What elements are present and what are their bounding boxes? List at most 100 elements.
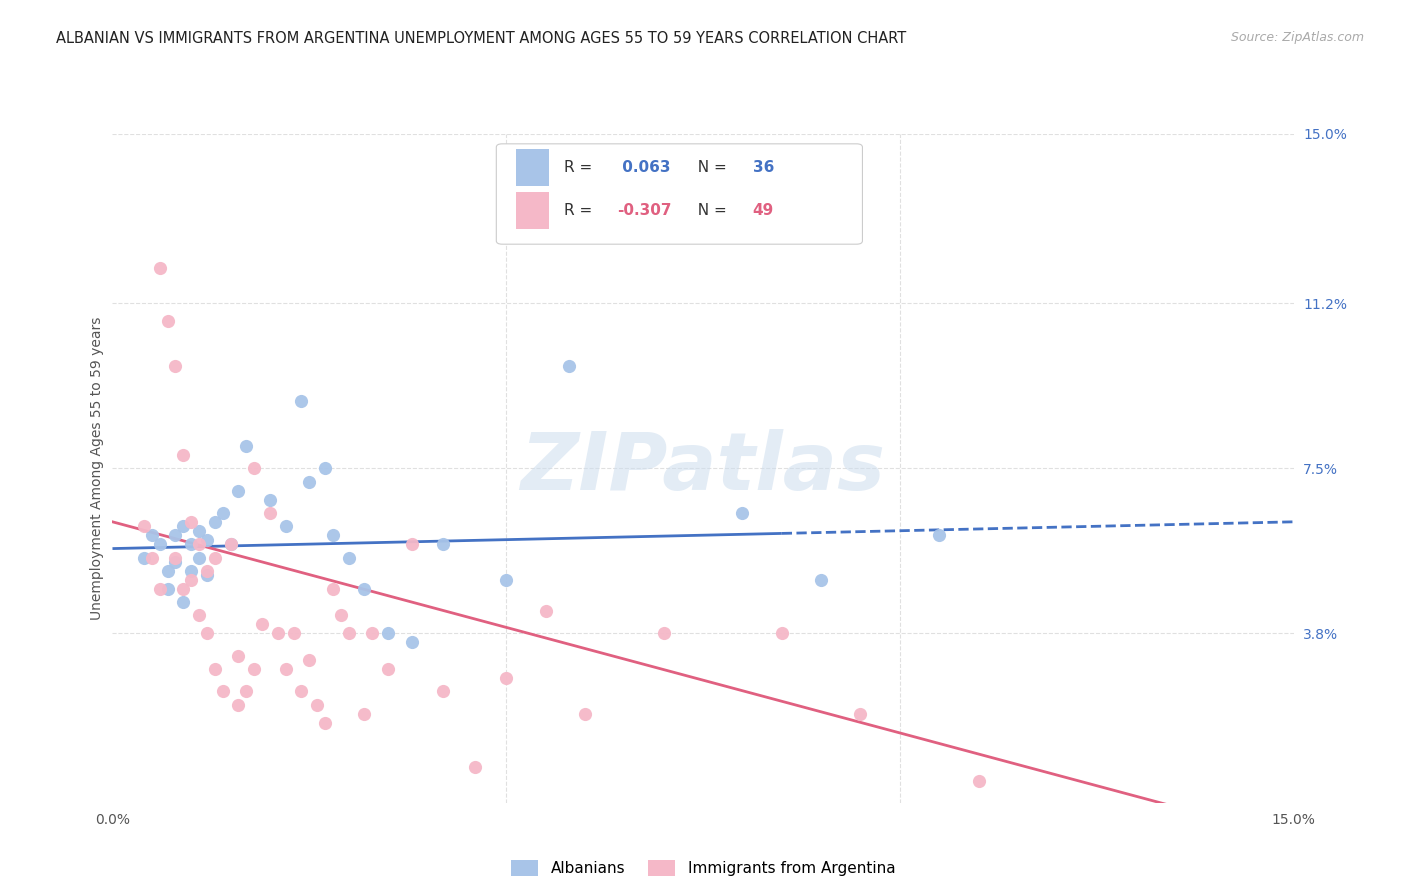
Point — [172, 595, 194, 609]
Point — [156, 582, 179, 596]
Point — [132, 550, 155, 565]
Point — [259, 492, 281, 507]
Legend: Albanians, Immigrants from Argentina: Albanians, Immigrants from Argentina — [505, 854, 901, 882]
Point — [283, 626, 305, 640]
Point — [149, 260, 172, 275]
Text: R =: R = — [564, 203, 596, 219]
Point — [132, 519, 155, 533]
Point — [290, 684, 312, 698]
Point — [228, 483, 250, 498]
Point — [495, 573, 517, 587]
Point — [314, 715, 336, 730]
Point — [195, 533, 218, 547]
Point — [250, 617, 273, 632]
Point — [377, 662, 399, 676]
Point — [290, 394, 312, 409]
Point — [165, 550, 187, 565]
Point — [432, 684, 454, 698]
Point — [195, 626, 218, 640]
Point — [432, 537, 454, 551]
Point — [361, 626, 384, 640]
Text: Source: ZipAtlas.com: Source: ZipAtlas.com — [1230, 31, 1364, 45]
Point — [165, 359, 187, 373]
Text: 49: 49 — [752, 203, 773, 219]
Point — [165, 555, 187, 569]
Point — [195, 564, 218, 578]
Point — [228, 698, 250, 712]
Text: N =: N = — [688, 203, 731, 219]
Text: N =: N = — [688, 160, 731, 175]
Text: R =: R = — [564, 160, 596, 175]
Point — [188, 524, 211, 538]
Point — [141, 550, 163, 565]
Point — [558, 359, 581, 373]
Point — [211, 506, 233, 520]
Point — [219, 537, 242, 551]
FancyBboxPatch shape — [516, 149, 550, 186]
Point — [195, 568, 218, 582]
Point — [211, 684, 233, 698]
Point — [307, 698, 329, 712]
Point — [314, 461, 336, 475]
Point — [464, 760, 486, 774]
Point — [172, 582, 194, 596]
Point — [322, 582, 344, 596]
Point — [329, 608, 352, 623]
Point — [188, 608, 211, 623]
Point — [770, 626, 793, 640]
Point — [298, 475, 321, 489]
Point — [849, 706, 872, 721]
Point — [928, 528, 950, 542]
Text: 0.063: 0.063 — [617, 160, 671, 175]
Y-axis label: Unemployment Among Ages 55 to 59 years: Unemployment Among Ages 55 to 59 years — [90, 317, 104, 620]
Point — [267, 626, 290, 640]
Point — [495, 671, 517, 685]
Point — [322, 528, 344, 542]
Point — [180, 564, 202, 578]
Point — [967, 773, 990, 788]
Point — [259, 506, 281, 520]
Point — [156, 314, 179, 328]
Point — [204, 550, 226, 565]
Point — [353, 582, 375, 596]
Point — [172, 448, 194, 462]
Point — [534, 604, 557, 618]
Point — [810, 573, 832, 587]
Point — [401, 537, 423, 551]
Point — [141, 528, 163, 542]
Point — [172, 519, 194, 533]
Point — [243, 461, 266, 475]
Point — [149, 582, 172, 596]
Point — [156, 564, 179, 578]
Point — [401, 635, 423, 649]
Point — [188, 550, 211, 565]
Point — [180, 573, 202, 587]
Point — [188, 537, 211, 551]
Point — [235, 439, 257, 453]
Point — [574, 706, 596, 721]
Point — [180, 537, 202, 551]
Text: -0.307: -0.307 — [617, 203, 671, 219]
Point — [377, 626, 399, 640]
Point — [337, 626, 360, 640]
Point — [243, 662, 266, 676]
Point — [219, 537, 242, 551]
Point — [165, 528, 187, 542]
Point — [337, 550, 360, 565]
Text: ALBANIAN VS IMMIGRANTS FROM ARGENTINA UNEMPLOYMENT AMONG AGES 55 TO 59 YEARS COR: ALBANIAN VS IMMIGRANTS FROM ARGENTINA UN… — [56, 31, 907, 46]
Point — [274, 662, 297, 676]
Point — [149, 537, 172, 551]
Point — [274, 519, 297, 533]
Text: 36: 36 — [752, 160, 773, 175]
Point — [228, 648, 250, 663]
Point — [731, 506, 754, 520]
Point — [235, 684, 257, 698]
Point — [204, 662, 226, 676]
FancyBboxPatch shape — [516, 193, 550, 229]
Point — [204, 515, 226, 529]
Point — [652, 626, 675, 640]
FancyBboxPatch shape — [496, 144, 862, 244]
Point — [180, 515, 202, 529]
Point — [353, 706, 375, 721]
Text: ZIPatlas: ZIPatlas — [520, 429, 886, 508]
